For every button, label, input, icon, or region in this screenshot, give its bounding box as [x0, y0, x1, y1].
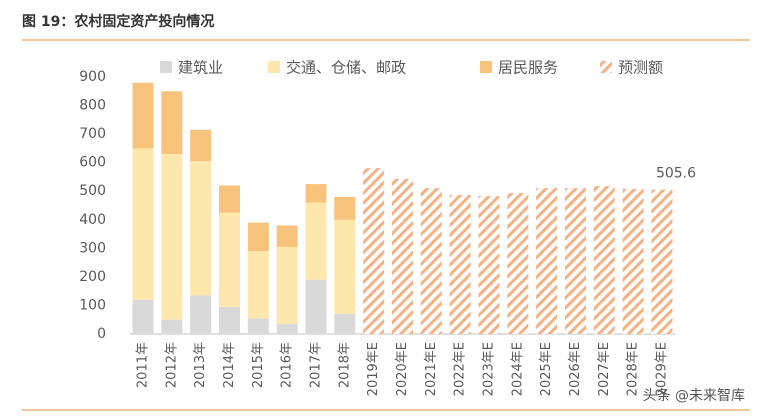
x-tick-label: 2011年 — [136, 342, 151, 388]
x-tick-label: 2012年 — [164, 342, 179, 388]
x-tick-label: 2019年E — [366, 342, 381, 396]
y-tick-label: 0 — [97, 326, 106, 342]
bar — [391, 178, 413, 334]
x-tick-label: 2016年 — [280, 342, 295, 388]
y-tick-label: 900 — [79, 69, 106, 85]
y-tick-label: 300 — [79, 240, 106, 256]
y-tick-label: 400 — [79, 212, 106, 228]
y-tick-label: 700 — [79, 126, 106, 142]
bar — [161, 91, 183, 155]
bar — [132, 82, 154, 149]
legend-swatch — [268, 61, 280, 73]
bar — [449, 194, 471, 334]
y-tick-label: 200 — [79, 269, 106, 285]
watermark: 头条 @未来智库 — [643, 387, 745, 404]
x-tick-label: 2028年E — [626, 342, 641, 396]
x-tick-label: 2026年E — [568, 342, 583, 396]
y-tick-label: 100 — [79, 297, 106, 313]
bar — [247, 222, 269, 252]
y-tick-label: 500 — [79, 183, 106, 199]
chart-title: 图 19：农村固定资产投向情况 — [22, 13, 214, 30]
bar — [305, 279, 327, 334]
bar — [276, 324, 298, 334]
legend-label: 预测额 — [618, 59, 663, 77]
bar — [363, 168, 385, 334]
x-tick-label: 2023年E — [481, 342, 496, 396]
bar — [218, 212, 240, 307]
bar — [478, 196, 500, 334]
legend-label: 交通、仓储、邮政 — [286, 59, 406, 77]
bar — [564, 188, 586, 334]
y-tick-label: 800 — [79, 98, 106, 114]
bar — [132, 148, 154, 300]
x-tick-label: 2029年E — [654, 342, 669, 396]
bar — [593, 186, 615, 334]
y-tick-label: 600 — [79, 155, 106, 171]
x-tick-label: 2024年E — [510, 342, 525, 396]
bar — [622, 188, 644, 334]
bar — [536, 188, 558, 334]
bar — [305, 202, 327, 280]
bar — [420, 188, 442, 334]
bar — [132, 299, 154, 334]
legend-swatch — [160, 61, 172, 73]
bar — [651, 189, 673, 334]
bar — [507, 192, 529, 334]
bar — [334, 314, 356, 334]
bar — [247, 251, 269, 319]
x-tick-label: 2025年E — [539, 342, 554, 396]
bar — [161, 154, 183, 320]
x-tick-label: 2022年E — [453, 342, 468, 396]
bar — [161, 319, 183, 334]
bar — [334, 219, 356, 315]
x-tick-label: 2014年 — [222, 342, 237, 388]
bar — [218, 185, 240, 213]
bar — [190, 161, 212, 296]
x-tick-label: 2017年 — [308, 342, 323, 388]
data-label: 505.6 — [656, 166, 696, 182]
bar — [190, 295, 212, 334]
legend-label: 居民服务 — [498, 59, 558, 77]
x-tick-label: 2018年 — [337, 342, 352, 388]
legend-swatch — [600, 61, 612, 73]
bar — [276, 225, 298, 247]
bar — [247, 318, 269, 334]
x-tick-label: 2020年E — [395, 342, 410, 396]
x-tick-label: 2027年E — [597, 342, 612, 396]
bar — [305, 184, 327, 203]
bar — [190, 129, 212, 162]
x-tick-label: 2013年 — [193, 342, 208, 388]
x-tick-label: 2015年 — [251, 342, 266, 388]
bar — [276, 246, 298, 325]
bar — [218, 306, 240, 334]
bar — [334, 196, 356, 220]
legend-label: 建筑业 — [178, 59, 223, 77]
x-tick-label: 2021年E — [424, 342, 439, 396]
legend-swatch — [480, 61, 492, 73]
